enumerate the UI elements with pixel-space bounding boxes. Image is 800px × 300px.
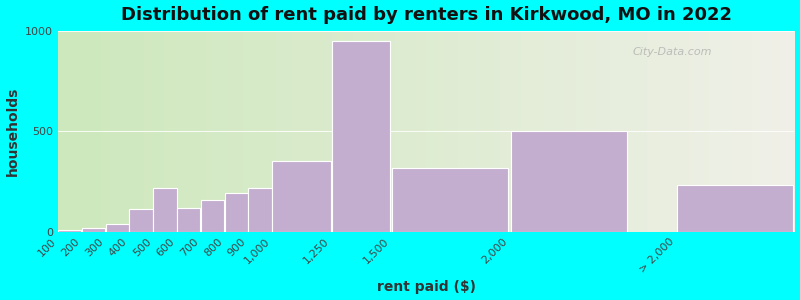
Bar xyxy=(106,224,129,232)
Bar xyxy=(154,188,177,232)
Bar xyxy=(677,185,794,232)
Bar xyxy=(201,200,224,232)
Bar xyxy=(332,41,390,232)
Bar xyxy=(58,230,82,232)
Y-axis label: households: households xyxy=(6,86,19,176)
X-axis label: rent paid ($): rent paid ($) xyxy=(377,280,476,294)
Text: City-Data.com: City-Data.com xyxy=(633,47,712,57)
Bar xyxy=(82,228,106,232)
Bar xyxy=(130,209,153,232)
Bar xyxy=(510,131,627,232)
Title: Distribution of rent paid by renters in Kirkwood, MO in 2022: Distribution of rent paid by renters in … xyxy=(121,6,732,24)
Bar xyxy=(177,208,200,232)
Bar xyxy=(248,188,271,232)
Bar xyxy=(272,161,330,232)
Bar xyxy=(392,168,508,232)
Bar xyxy=(225,194,248,232)
